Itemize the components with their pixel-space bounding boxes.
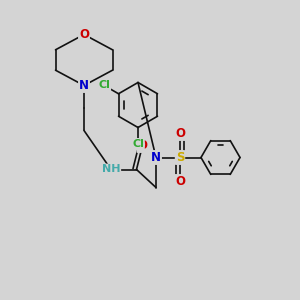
Text: S: S — [176, 151, 184, 164]
Text: NH: NH — [102, 164, 120, 175]
Text: N: N — [151, 151, 161, 164]
Text: N: N — [79, 79, 89, 92]
Text: O: O — [175, 127, 185, 140]
Text: O: O — [79, 28, 89, 41]
Text: O: O — [175, 175, 185, 188]
Text: O: O — [137, 139, 148, 152]
Text: Cl: Cl — [98, 80, 110, 91]
Text: Cl: Cl — [132, 139, 144, 149]
